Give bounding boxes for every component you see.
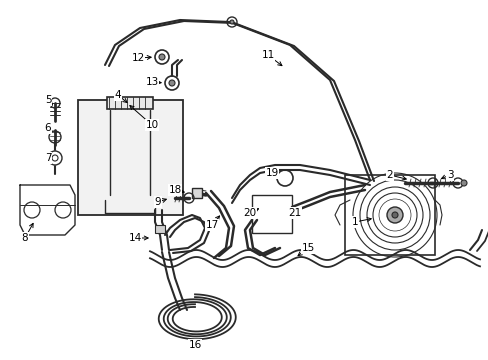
Text: 2: 2 <box>386 170 392 180</box>
Text: 1: 1 <box>351 217 358 227</box>
Circle shape <box>229 20 234 24</box>
Text: 9: 9 <box>154 197 161 207</box>
Text: 12: 12 <box>131 53 144 63</box>
Bar <box>251 195 291 233</box>
Text: 18: 18 <box>168 185 181 195</box>
Text: 17: 17 <box>205 220 218 230</box>
Bar <box>107 97 153 109</box>
Text: 16: 16 <box>188 340 201 350</box>
Text: 15: 15 <box>301 243 314 253</box>
Bar <box>192 188 202 198</box>
Text: 11: 11 <box>261 50 274 60</box>
Text: 20: 20 <box>243 208 256 218</box>
Circle shape <box>386 207 402 223</box>
Text: 4: 4 <box>115 90 121 100</box>
Text: 5: 5 <box>44 95 51 105</box>
Text: 19: 19 <box>265 168 278 178</box>
Text: 8: 8 <box>21 233 28 243</box>
Bar <box>78 100 183 215</box>
Text: 10: 10 <box>145 120 158 130</box>
Text: 14: 14 <box>128 233 142 243</box>
Circle shape <box>169 80 175 86</box>
Circle shape <box>159 54 164 60</box>
Text: 6: 6 <box>44 123 51 133</box>
Text: 21: 21 <box>288 208 301 218</box>
Text: 13: 13 <box>145 77 158 87</box>
Bar <box>155 225 164 233</box>
Circle shape <box>460 180 466 186</box>
Circle shape <box>391 212 397 218</box>
Bar <box>345 175 434 255</box>
Text: 7: 7 <box>44 153 51 163</box>
Text: 3: 3 <box>446 170 452 180</box>
